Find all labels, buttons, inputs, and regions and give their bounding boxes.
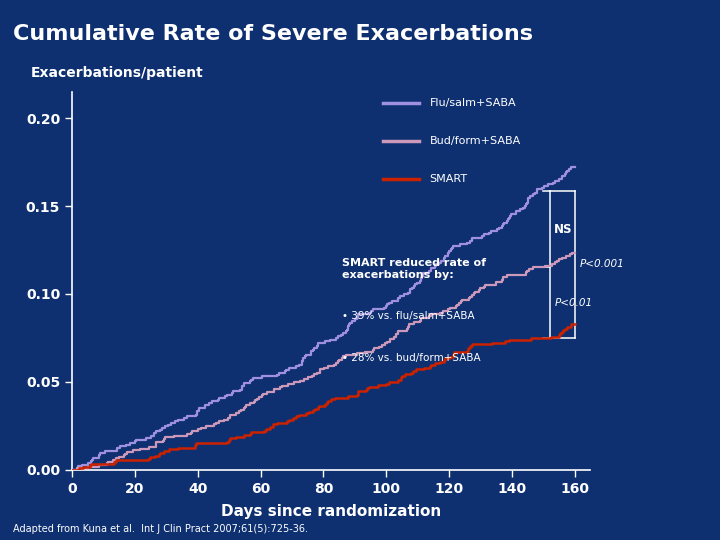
Text: P<0.001: P<0.001: [580, 260, 624, 269]
Text: • 39% vs. flu/salm+SABA: • 39% vs. flu/salm+SABA: [341, 311, 474, 321]
Text: Bud/form+SABA: Bud/form+SABA: [430, 136, 521, 146]
X-axis label: Days since randomization: Days since randomization: [221, 504, 441, 519]
Text: P<0.01: P<0.01: [554, 298, 593, 308]
Text: Cumulative Rate of Severe Exacerbations: Cumulative Rate of Severe Exacerbations: [13, 24, 533, 44]
Text: SMART: SMART: [430, 174, 468, 184]
Text: • 28% vs. bud/form+SABA: • 28% vs. bud/form+SABA: [341, 353, 480, 363]
Text: NS: NS: [554, 222, 573, 235]
Text: Flu/salm+SABA: Flu/salm+SABA: [430, 98, 516, 108]
Text: Adapted from Kuna et al.  Int J Clin Pract 2007;61(5):725-36.: Adapted from Kuna et al. Int J Clin Prac…: [13, 523, 308, 534]
Text: Exacerbations/patient: Exacerbations/patient: [30, 66, 203, 80]
Text: SMART reduced rate of
exacerbations by:: SMART reduced rate of exacerbations by:: [341, 258, 486, 280]
